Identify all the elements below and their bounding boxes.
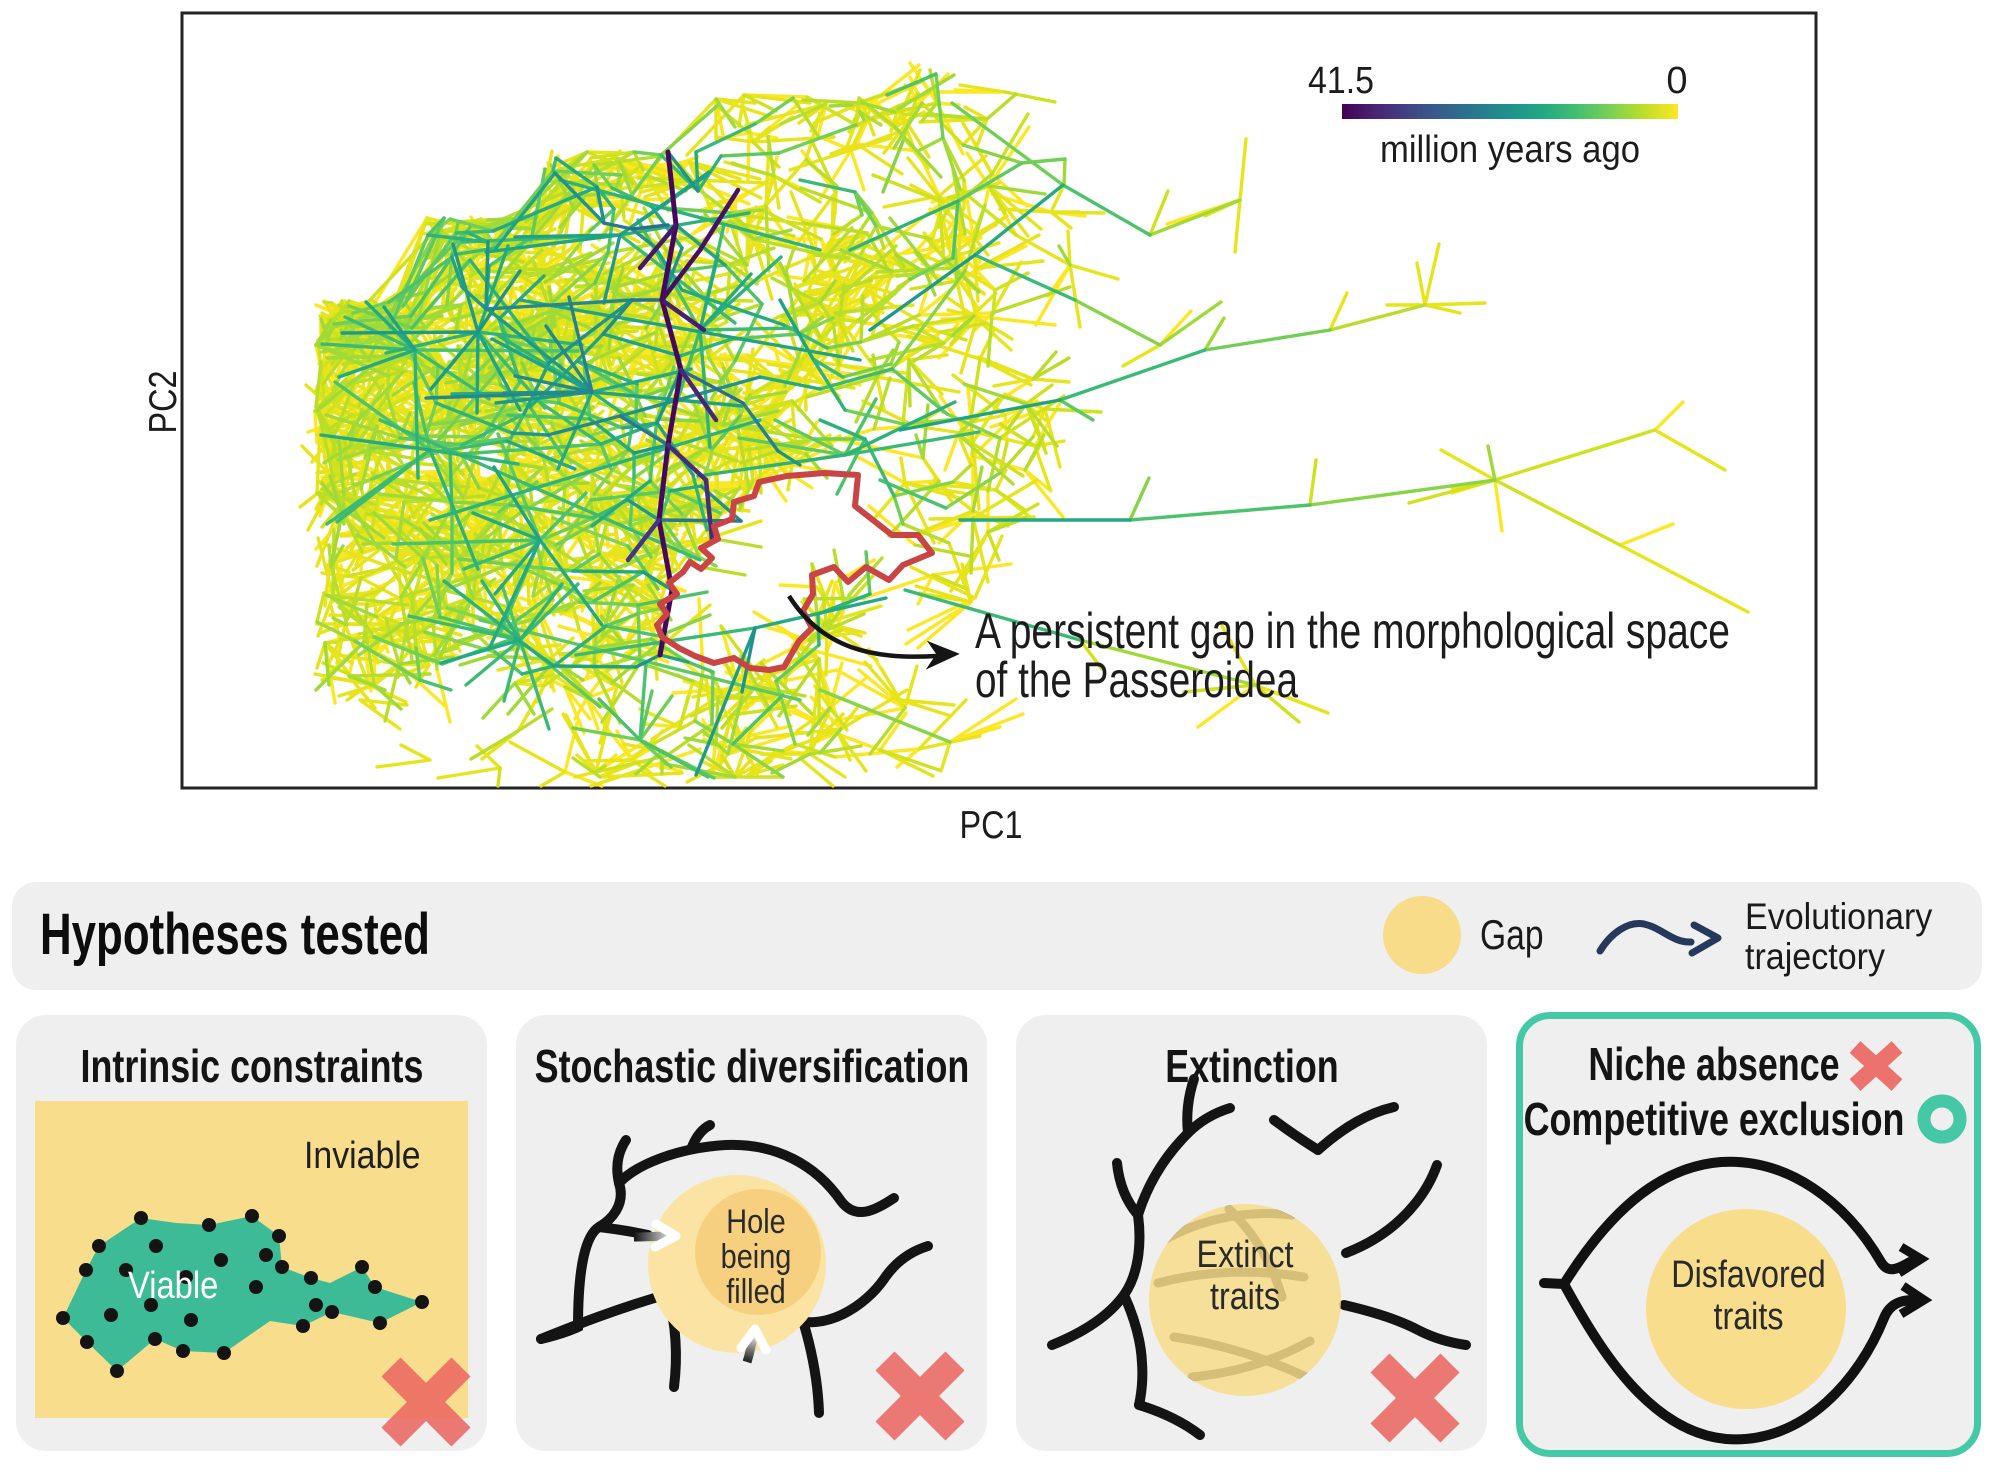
svg-text:A persistent gap in the morpho: A persistent gap in the morphological sp… xyxy=(975,603,1730,659)
svg-text:of the Passeroidea: of the Passeroidea xyxy=(975,652,1298,708)
svg-text:PC1: PC1 xyxy=(960,804,1023,847)
svg-text:41.5: 41.5 xyxy=(1308,60,1374,102)
svg-text:million years ago: million years ago xyxy=(1380,129,1640,171)
svg-text:0: 0 xyxy=(1666,60,1687,102)
svg-text:PC2: PC2 xyxy=(142,371,185,434)
